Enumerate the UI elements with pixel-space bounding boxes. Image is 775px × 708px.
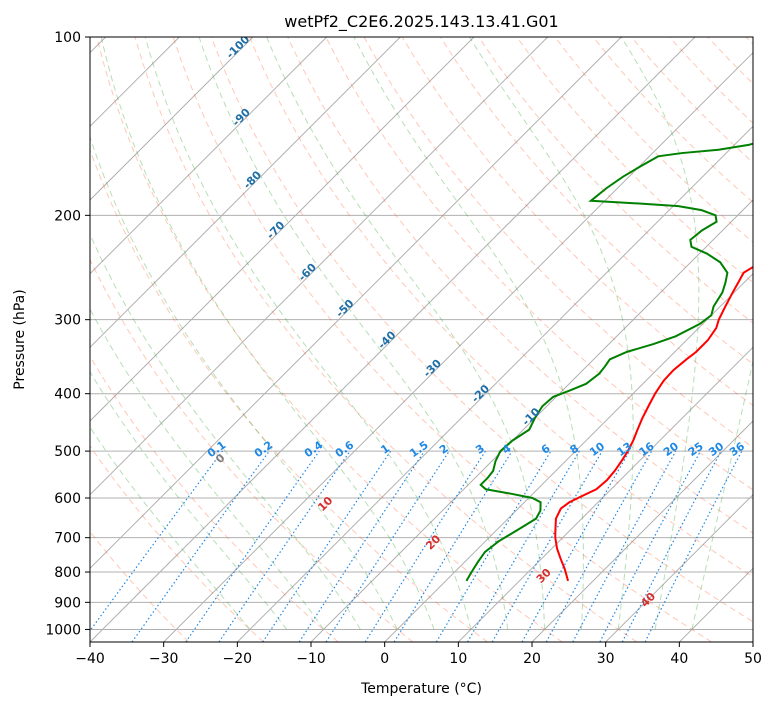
moist-adiabat-line [90,135,398,630]
mixing-ratio-line [325,450,450,642]
isotherm-line [531,420,753,642]
y-tick-label: 500 [54,444,81,460]
moist-adiabat-line [90,370,288,630]
dry-adiabat-line [172,37,712,642]
isotherm-line [90,37,622,570]
x-tick-label: −30 [149,651,179,667]
temperature-line [554,265,753,582]
x-axis: −40 −30 −20 −10 0 10 20 30 40 50 [75,642,762,667]
y-tick-label: 300 [54,313,81,329]
isotherm-line [90,37,328,275]
x-tick-label: 40 [670,651,688,667]
dry-adiabats [90,37,753,642]
moist-adiabat-line [691,358,753,630]
moist-adiabat-line [266,37,546,630]
dry-adiabat-line [210,37,753,623]
y-tick-label: 800 [54,565,81,581]
dry-adiabat-line [249,37,753,578]
dewpoint-line [465,142,753,582]
isotherm-line [90,37,254,201]
isotherm-line [310,199,753,642]
x-tick-label: 20 [523,651,541,667]
mixing-ratio-line [131,450,270,642]
moist-adiabat-line [353,37,584,630]
y-axis: 1000 900 800 700 600 500 400 300 200 100 [45,30,90,638]
mixing-ratio-line [572,450,677,642]
isobar-gridlines [90,37,753,630]
moist-adiabat-line [198,37,509,630]
mixing-ratio-line [644,450,743,642]
dry-adiabat-line [90,445,264,642]
isotherm-line [163,51,753,642]
isotherm-line [90,37,475,422]
moist-adiabat-line [90,426,251,630]
dry-adiabat-line [516,37,753,284]
mixing-ratio-line [298,450,425,642]
isotherm-line [236,125,753,642]
isotherm-line [90,37,696,642]
plot-frame [89,36,754,643]
x-tick-label: −40 [75,651,105,667]
x-tick-label: 10 [449,651,467,667]
y-axis-label: Pressure (hPa) [12,289,28,389]
mixing-ratio-line [393,450,513,642]
x-tick-label: −10 [296,651,326,667]
isotherm-line [384,272,753,642]
mixing-ratio-lines [90,450,743,642]
y-tick-label: 900 [54,595,81,611]
y-tick-label: 700 [54,531,81,547]
isotherm-line [605,493,753,642]
mixing-ratio-line [218,450,351,642]
chart-title: wetPf2_C2E6.2025.143.13.41.G01 [284,12,558,32]
moist-adiabat-line [100,37,435,630]
mixing-ratio-line [521,450,631,642]
isotherm-gridlines [90,37,753,642]
x-tick-label: 0 [380,651,389,667]
moist-adiabat-line [144,37,472,630]
dry-adiabat-line [90,355,339,642]
moist-adiabats [90,37,753,630]
dry-adiabat-line [96,37,563,642]
dry-adiabat-line [287,37,753,534]
x-tick-label: −20 [223,651,253,667]
mixing-ratio-line [545,450,653,642]
y-tick-label: 600 [54,491,81,507]
moist-adiabat-line [469,37,634,630]
dry-adiabat-line [134,37,638,642]
x-axis-label: Temperature (°C) [360,681,482,697]
mixing-ratio-line [90,450,223,632]
dry-adiabat-line [90,258,414,642]
profile-series [465,142,753,582]
y-tick-label: 400 [54,387,81,403]
moist-adiabat-line [90,308,324,630]
isotherm-line [457,346,753,642]
x-tick-label: 30 [597,651,615,667]
moist-adiabat-line [90,233,361,630]
x-tick-label: 50 [744,651,762,667]
moist-adiabat-line [620,37,700,630]
dry-adiabat-line [325,37,753,491]
isotherm-line [90,37,549,496]
isotherm-line [90,37,401,349]
mixing-ratio-line [262,450,392,642]
y-tick-label: 200 [54,208,81,224]
y-tick-label: 1000 [45,622,81,638]
y-tick-label: 100 [54,30,81,46]
mixing-ratio-line [185,450,320,642]
